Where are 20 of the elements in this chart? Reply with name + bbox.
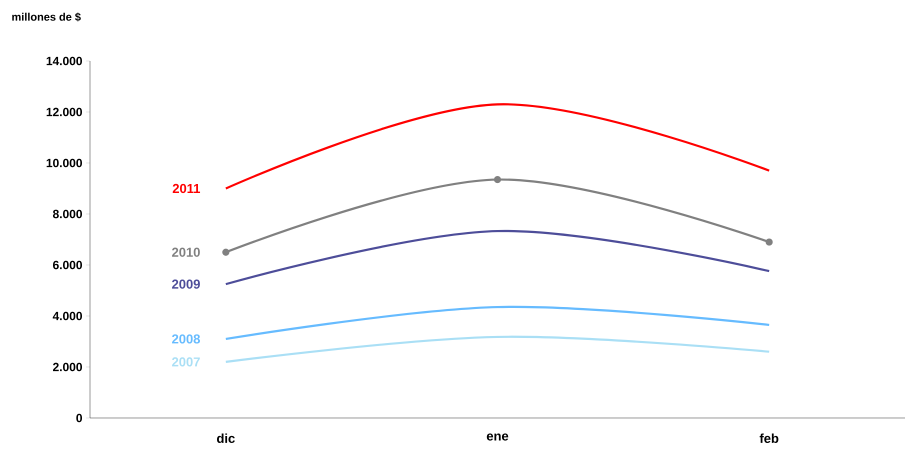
point [222, 248, 230, 256]
series-label: 2010 [172, 248, 200, 257]
series-label: 2008 [172, 334, 200, 344]
point [766, 238, 773, 246]
y-tick-label: 0 [76, 414, 82, 422]
y-tick-label: 8.000 [52, 210, 82, 218]
y-tick-label: 14.000 [46, 56, 82, 66]
y-axis-title: millones de $ [12, 12, 81, 22]
point [494, 176, 502, 184]
y-tick-label: 2.000 [53, 362, 82, 372]
x-tick-label: dic [217, 433, 235, 443]
x-tick-label: feb [760, 433, 778, 443]
text: 2007 [172, 357, 200, 366]
y-tick-label: 10.000 [46, 158, 82, 168]
text: 2009 [172, 280, 200, 289]
y-tick-label: 12.000 [46, 108, 82, 116]
y-tick-label: 6.000 [53, 260, 82, 270]
series-label: 2011 [172, 184, 200, 194]
x-tick-label: ene [486, 433, 508, 441]
y-tick-label: 4.000 [52, 312, 82, 320]
